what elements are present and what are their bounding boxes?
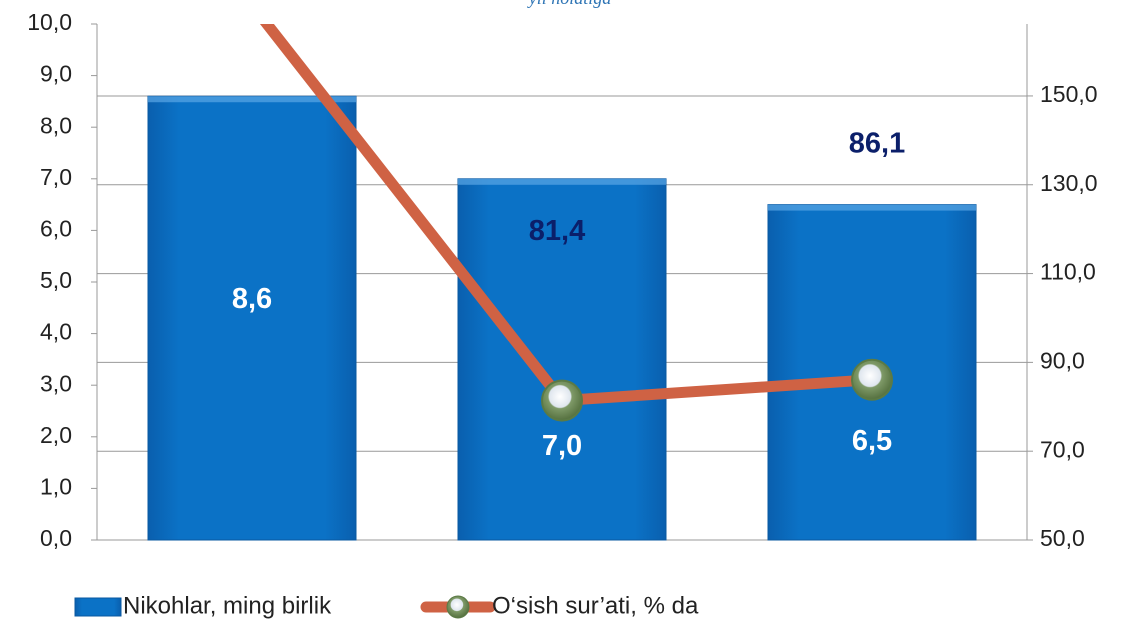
y2-tick-label: 150,0 xyxy=(1040,81,1098,107)
y2-tick-label: 130,0 xyxy=(1040,170,1098,196)
legend-swatch-bar xyxy=(74,597,122,617)
bar-value-label: 8,6 xyxy=(232,283,272,315)
bar-highlight xyxy=(768,204,976,211)
y-tick-label: 0,0 xyxy=(40,525,72,551)
y-tick-label: 3,0 xyxy=(40,370,72,396)
y2-tick-label: 50,0 xyxy=(1040,525,1085,551)
y-tick-label: 7,0 xyxy=(40,164,72,190)
line-value-label: 86,1 xyxy=(849,127,905,159)
bar-value-label: 7,0 xyxy=(542,430,582,462)
bar xyxy=(457,178,667,541)
y2-tick-label: 70,0 xyxy=(1040,436,1085,462)
legend-swatch-marker xyxy=(446,595,470,619)
y-tick-label: 10,0 xyxy=(27,9,72,35)
y2-tick-label: 90,0 xyxy=(1040,347,1085,373)
line-marker xyxy=(851,358,893,401)
subtitle: yil holatiga xyxy=(527,0,612,8)
line-value-label: 81,4 xyxy=(529,215,585,247)
y-tick-label: 9,0 xyxy=(40,61,72,87)
bar xyxy=(147,95,357,541)
legend-label: O‘sish sur’ati, % da xyxy=(492,592,699,619)
y-tick-label: 8,0 xyxy=(40,112,72,138)
line-marker xyxy=(541,379,583,422)
y-tick-label: 1,0 xyxy=(40,473,72,499)
bar-highlight xyxy=(458,178,666,185)
bar-highlight xyxy=(148,96,356,103)
y2-tick-label: 110,0 xyxy=(1040,259,1096,285)
legend-label: Nikohlar, ming birlik xyxy=(123,592,332,619)
bar-value-label: 6,5 xyxy=(852,425,892,457)
y-tick-label: 6,0 xyxy=(40,215,72,241)
y-tick-label: 2,0 xyxy=(40,422,72,448)
y-tick-label: 5,0 xyxy=(40,267,72,293)
y-tick-label: 4,0 xyxy=(40,319,72,345)
